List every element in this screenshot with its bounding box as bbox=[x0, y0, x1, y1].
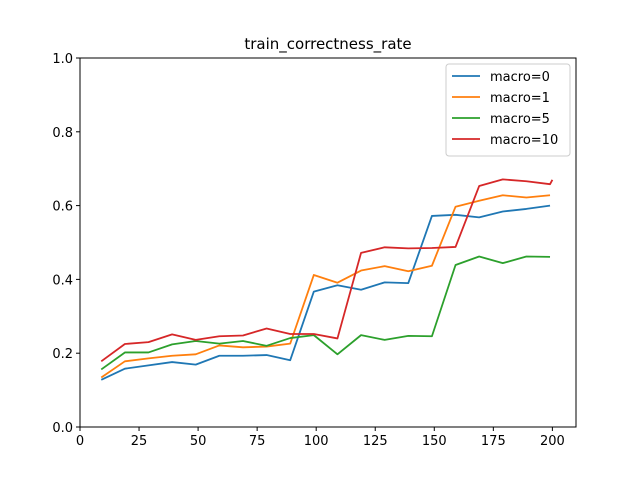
legend-label: macro=10 bbox=[490, 133, 558, 148]
series-line-macro-10 bbox=[100, 178, 554, 363]
x-tick-label: 150 bbox=[422, 434, 447, 449]
series-line-macro-5 bbox=[100, 255, 551, 371]
y-tick-label: 0.2 bbox=[52, 347, 73, 362]
x-tick-label: 0 bbox=[76, 434, 84, 449]
x-tick-label: 25 bbox=[131, 434, 148, 449]
chart-title: train_correctness_rate bbox=[244, 35, 411, 54]
axes: 0 25 50 75 100 125 150 175 200 0.0 0.2 0.4 0.6 0.8 1.0 bbox=[52, 52, 577, 449]
y-tick-label: 1.0 bbox=[52, 52, 73, 67]
x-tick-label: 200 bbox=[540, 434, 565, 449]
legend-box bbox=[445, 63, 571, 157]
x-tick-label: 125 bbox=[363, 434, 388, 449]
y-tick-label: 0.4 bbox=[52, 273, 73, 288]
legend: macro=0 macro=1 macro=5 macro=10 bbox=[445, 63, 571, 157]
x-tick-label: 75 bbox=[249, 434, 266, 449]
y-tick-label: 0.8 bbox=[52, 126, 73, 141]
legend-label: macro=1 bbox=[490, 91, 550, 106]
x-tick-label: 175 bbox=[481, 434, 506, 449]
legend-label: macro=0 bbox=[490, 70, 550, 85]
series-line-macro-1 bbox=[100, 194, 551, 379]
x-tick-label: 100 bbox=[304, 434, 329, 449]
legend-label: macro=5 bbox=[490, 112, 550, 127]
y-tick-label: 0.6 bbox=[52, 200, 73, 215]
y-tick-label: 0.0 bbox=[52, 421, 73, 436]
series-line-macro-0 bbox=[100, 204, 551, 381]
plot-frame bbox=[79, 57, 577, 428]
series-lines bbox=[100, 178, 554, 381]
x-tick-label: 50 bbox=[190, 434, 207, 449]
